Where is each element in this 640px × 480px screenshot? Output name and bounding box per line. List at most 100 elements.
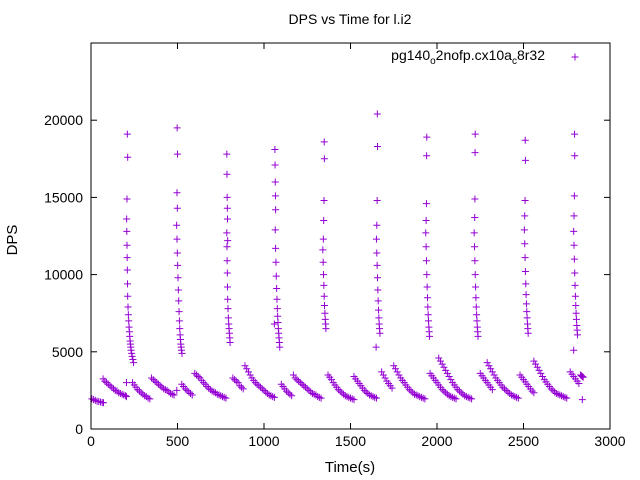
data-point: [232, 377, 240, 385]
data-point: [440, 387, 448, 395]
data-point: [556, 391, 564, 399]
data-point: [224, 305, 232, 313]
data-point: [561, 393, 569, 401]
x-tick-label: 3000: [594, 433, 625, 449]
data-point: [163, 386, 171, 394]
data-point: [300, 382, 308, 390]
data-point: [336, 387, 344, 395]
data-point: [374, 297, 382, 305]
data-point: [199, 379, 207, 387]
data-point: [570, 192, 578, 200]
axis-ticks: 0 500 1000 1500 2000 2500 3000 0 5000 10000 15000 2…: [44, 43, 626, 449]
data-point: [455, 387, 463, 395]
data-point: [528, 387, 536, 395]
data-point: [260, 386, 268, 394]
data-point: [423, 152, 431, 160]
data-point: [507, 391, 515, 399]
data-point: [373, 221, 381, 229]
data-point: [175, 317, 183, 325]
data-point: [122, 392, 130, 400]
data-point: [424, 303, 432, 311]
data-point: [345, 393, 353, 401]
y-tick-label: 0: [75, 421, 83, 437]
data-point: [244, 368, 252, 376]
data-point: [369, 393, 377, 401]
data-point: [572, 315, 580, 323]
data-point: [500, 385, 508, 393]
data-point: [224, 314, 232, 322]
legend: pg140o2nofp.cx10ac8r32: [391, 47, 579, 67]
data-point: [258, 385, 266, 393]
data-point: [175, 308, 183, 316]
data-point: [524, 329, 532, 337]
data-point: [320, 138, 328, 146]
data-point: [223, 204, 231, 212]
data-point: [241, 362, 249, 370]
data-point: [327, 376, 335, 384]
data-point: [298, 380, 306, 388]
data-point: [320, 196, 328, 204]
data-point: [471, 195, 479, 203]
data-point: [173, 249, 181, 257]
data-point: [464, 393, 472, 401]
data-point: [320, 281, 328, 289]
data-point: [539, 373, 547, 381]
data-point: [426, 332, 434, 340]
data-point: [366, 391, 374, 399]
data-point: [452, 395, 460, 403]
data-point: [284, 389, 292, 397]
x-tick-label: 2000: [421, 433, 452, 449]
data-point: [421, 395, 429, 403]
data-point: [435, 354, 443, 362]
data-point: [523, 308, 531, 316]
data-point: [238, 383, 246, 391]
data-point: [521, 240, 529, 248]
data-point: [390, 362, 398, 370]
data-point: [471, 257, 479, 265]
data-point: [218, 393, 226, 401]
data-point: [319, 258, 327, 266]
data-point: [223, 215, 231, 223]
data-point: [417, 393, 425, 401]
data-point: [194, 373, 202, 381]
data-point: [375, 306, 383, 314]
data-point: [123, 266, 131, 274]
data-point: [375, 314, 383, 322]
data-point: [173, 235, 181, 243]
data-point: [381, 374, 389, 382]
data-point: [217, 392, 225, 400]
data-point: [373, 142, 381, 150]
data-point: [445, 373, 453, 381]
data-point: [558, 392, 566, 400]
data-point: [223, 229, 231, 237]
data-point: [549, 386, 557, 394]
data-point: [391, 365, 399, 373]
data-point: [450, 394, 458, 402]
data-point: [175, 297, 183, 305]
data-point: [223, 193, 231, 201]
data-point: [223, 269, 231, 277]
data-point: [373, 249, 381, 257]
plot-frame: [90, 42, 611, 430]
data-point: [213, 390, 221, 398]
data-point: [407, 387, 415, 395]
data-point: [124, 153, 132, 161]
data-point: [317, 394, 325, 402]
x-axis-label: Time(s): [325, 459, 375, 476]
data-point: [137, 389, 145, 397]
data-point: [443, 369, 451, 377]
data-point: [423, 283, 431, 291]
legend-plus-icon: [571, 53, 579, 61]
data-point: [320, 155, 328, 163]
data-point: [360, 386, 368, 394]
data-point: [123, 254, 131, 262]
data-point: [461, 392, 469, 400]
x-tick-label: 0: [87, 433, 95, 449]
data-point: [376, 329, 384, 337]
data-point: [181, 385, 189, 393]
data-point: [571, 152, 579, 160]
data-point: [424, 311, 432, 319]
data-point: [293, 376, 301, 384]
data-point: [521, 136, 529, 144]
